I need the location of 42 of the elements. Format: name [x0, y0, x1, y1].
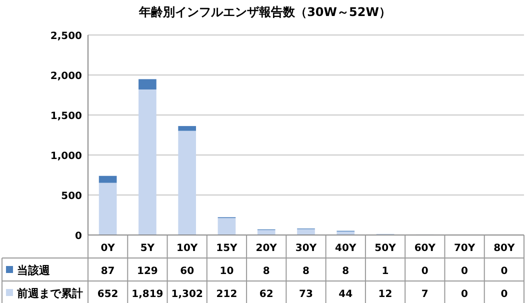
- data-label: 1: [382, 266, 389, 277]
- legend-label: 当該週: [17, 264, 51, 277]
- x-tick-label: 20Y: [256, 243, 278, 254]
- x-tick-label: 60Y: [414, 243, 436, 254]
- data-label: 0: [500, 266, 508, 277]
- y-tick-label: 1,000: [50, 151, 82, 162]
- data-label: 87: [100, 266, 115, 277]
- data-label: 1,819: [132, 289, 164, 300]
- x-tick-label: 50Y: [374, 243, 397, 254]
- data-label: 60: [180, 266, 194, 277]
- x-tick-label: 5Y: [140, 243, 156, 254]
- data-label: 8: [342, 266, 350, 277]
- data-label: 129: [137, 266, 158, 277]
- chart-title: 年齢別インフルエンザ報告数（30W～52W）: [138, 5, 391, 19]
- y-tick-label: 2,500: [50, 31, 82, 42]
- data-label: 12: [378, 289, 392, 300]
- x-tick-label: 30Y: [295, 243, 318, 254]
- data-label: 7: [421, 289, 428, 300]
- data-label: 8: [262, 266, 270, 277]
- y-tick-label: 0: [75, 231, 82, 242]
- data-label: 0: [421, 266, 428, 277]
- x-tick-label: 80Y: [494, 243, 516, 254]
- y-tick-label: 2,000: [50, 71, 82, 82]
- legend-label: 前週まで累計: [16, 287, 83, 300]
- data-label: 212: [216, 289, 238, 300]
- x-tick-label: 10Y: [176, 243, 198, 254]
- data-label: 44: [338, 289, 353, 300]
- y-tick-label: 500: [61, 191, 82, 202]
- x-tick-label: 40Y: [335, 243, 357, 254]
- data-label: 652: [97, 289, 118, 300]
- data-label: 62: [259, 289, 274, 300]
- x-tick-label: 70Y: [454, 243, 476, 254]
- data-label: 8: [302, 266, 310, 277]
- data-label: 73: [299, 289, 313, 300]
- x-tick-label: 15Y: [216, 243, 238, 254]
- data-label: 0: [461, 289, 468, 300]
- x-tick-label: 0Y: [100, 243, 116, 254]
- data-label: 0: [500, 289, 508, 300]
- data-label: 1,302: [171, 289, 203, 300]
- data-label: 0: [461, 266, 468, 277]
- data-label: 10: [220, 266, 234, 277]
- y-tick-label: 1,500: [50, 111, 82, 122]
